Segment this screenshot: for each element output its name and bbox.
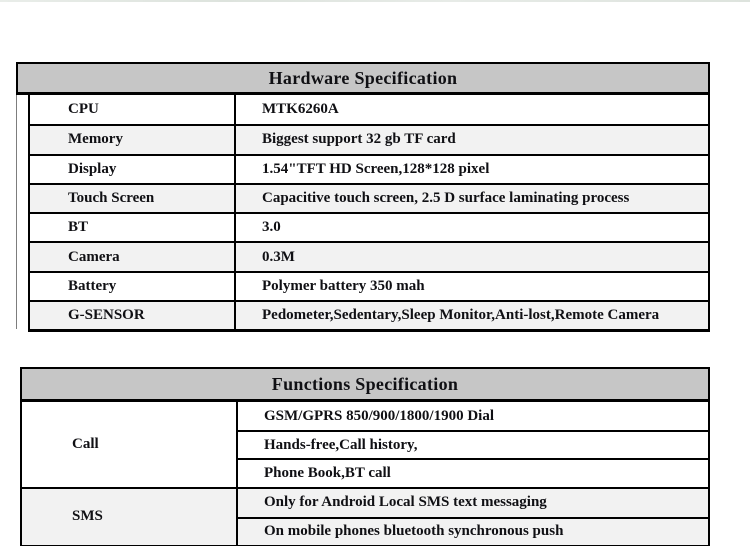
sms-function-group: SMS Only for Android Local SMS text mess… (22, 486, 708, 545)
row-label: BT (30, 214, 236, 242)
hardware-table-outer-left-line (16, 95, 17, 329)
functions-spec-title: Functions Specification (271, 373, 459, 394)
row-value: 3.0 (262, 219, 281, 236)
row-value: On mobile phones bluetooth synchronous p… (238, 516, 708, 545)
row-label: G-SENSOR (30, 302, 236, 330)
row-value: 0.3M (262, 248, 295, 265)
spec-row-camera: Camera 0.3M (30, 241, 708, 271)
spec-row-battery: Battery Polymer battery 350 mah (30, 270, 708, 301)
row-value: Phone Book,BT call (238, 458, 708, 486)
row-value: Only for Android Local SMS text messagin… (264, 494, 547, 511)
spec-row-bt: BT 3.0 (30, 212, 708, 242)
row-label: Display (30, 155, 236, 183)
row-value: GSM/GPRS 850/900/1800/1900 Dial (264, 407, 495, 424)
hardware-spec-table: CPU MTK6260A Memory Biggest support 32 g… (28, 95, 710, 333)
spec-row-touch-screen: Touch Screen Capacitive touch screen, 2.… (30, 182, 708, 213)
row-label: Touch Screen (30, 184, 236, 213)
row-value: Pedometer,Sedentary,Sleep Monitor,Anti-l… (262, 307, 660, 324)
row-label: Memory (30, 126, 236, 154)
row-value: Capacitive touch screen, 2.5 D surface l… (262, 190, 630, 207)
spec-row-cpu: CPU MTK6260A (30, 95, 708, 125)
row-label: Camera (30, 243, 236, 271)
page-top-edge-line (0, 0, 750, 2)
spec-row-g-sensor: G-SENSOR Pedometer,Sedentary,Sleep Monit… (30, 300, 708, 330)
row-label: Call (22, 402, 238, 487)
row-label: SMS (22, 488, 238, 545)
call-function-values: GSM/GPRS 850/900/1800/1900 Dial Hands-fr… (238, 402, 708, 487)
spec-row-memory: Memory Biggest support 32 gb TF card (30, 124, 708, 154)
row-label: CPU (30, 95, 236, 125)
spec-row-display: Display 1.54"TFT HD Screen,128*128 pixel (30, 153, 708, 183)
sms-function-values: Only for Android Local SMS text messagin… (238, 489, 708, 545)
row-label: Battery (30, 272, 236, 301)
functions-spec-header: Functions Specification (20, 367, 710, 402)
hardware-spec-title: Hardware Specification (268, 67, 458, 88)
row-value: Biggest support 32 gb TF card (262, 131, 456, 148)
call-function-group: Call GSM/GPRS 850/900/1800/1900 Dial Han… (22, 402, 708, 487)
row-value: Polymer battery 350 mah (262, 277, 425, 294)
hardware-spec-header: Hardware Specification (16, 62, 710, 95)
row-value: 1.54"TFT HD Screen,128*128 pixel (262, 160, 490, 177)
row-value: Hands-free,Call history, (238, 430, 708, 458)
row-value: MTK6260A (262, 101, 339, 118)
functions-spec-table: Call GSM/GPRS 850/900/1800/1900 Dial Han… (20, 402, 710, 546)
